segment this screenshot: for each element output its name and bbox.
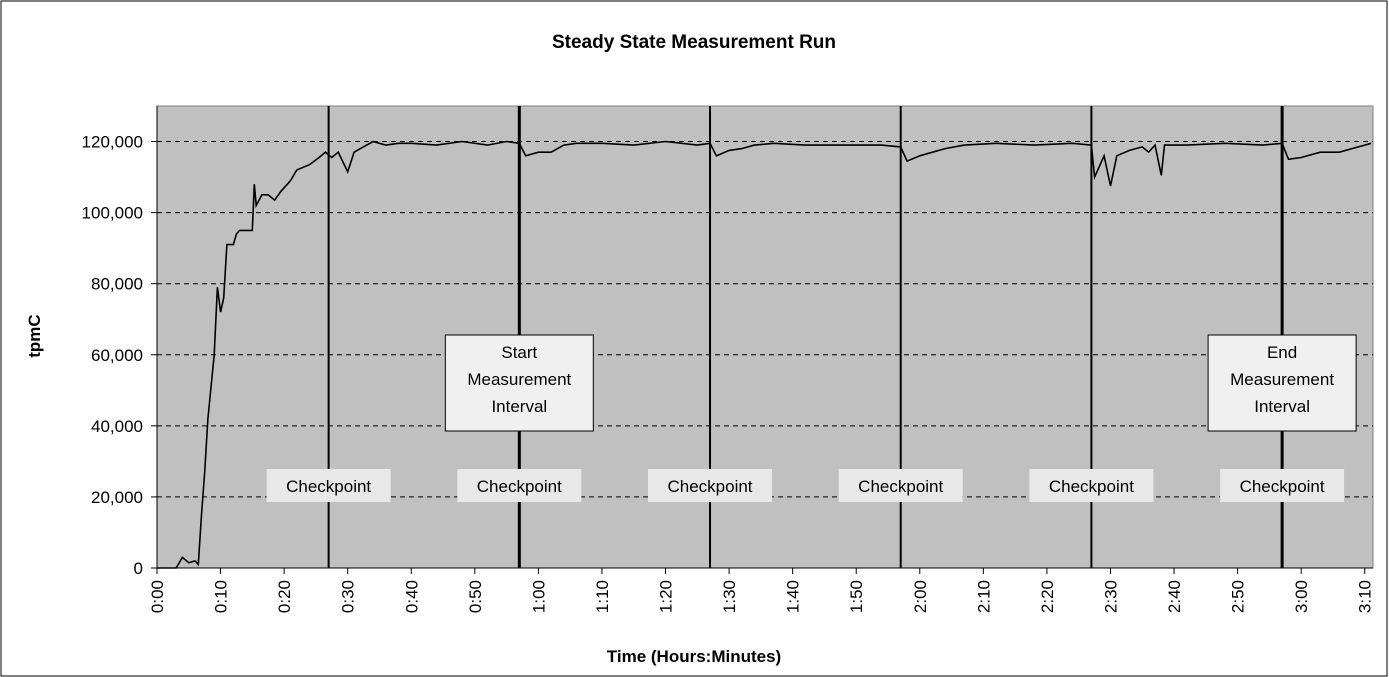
y-tick-label: 100,000 xyxy=(82,204,143,223)
interval-label: Measurement xyxy=(1230,370,1334,389)
checkpoint-label: Checkpoint xyxy=(477,477,562,496)
chart-title: Steady State Measurement Run xyxy=(552,32,836,53)
interval-label: Interval xyxy=(491,397,547,416)
checkpoint-label: Checkpoint xyxy=(667,477,752,496)
x-tick-label: 2:20 xyxy=(1038,580,1057,613)
y-tick-label: 60,000 xyxy=(91,346,143,365)
x-tick-label: 1:30 xyxy=(720,580,739,613)
checkpoint-box xyxy=(648,469,773,502)
x-tick-label: 1:50 xyxy=(847,580,866,613)
x-tick-label: 0:40 xyxy=(402,580,421,613)
x-tick-label: 2:30 xyxy=(1101,580,1120,613)
checkpoint-label: Checkpoint xyxy=(1240,477,1325,496)
x-tick-label: 2:40 xyxy=(1165,580,1184,613)
interval-box xyxy=(444,334,594,432)
checkpoint-box xyxy=(838,469,963,502)
interval-box xyxy=(1207,334,1357,432)
interval-label: Measurement xyxy=(467,370,571,389)
x-tick-label: 3:10 xyxy=(1356,580,1375,613)
data-line xyxy=(157,140,1372,569)
x-tick-label: 0:20 xyxy=(275,580,294,613)
x-tick-label: 1:00 xyxy=(529,580,548,613)
y-tick-label: 20,000 xyxy=(91,488,143,507)
interval-label: End xyxy=(1267,343,1297,362)
y-tick-label: 80,000 xyxy=(91,275,143,294)
x-tick-label: 1:20 xyxy=(657,580,676,613)
x-tick-label: 0:10 xyxy=(212,580,231,613)
x-axis-title: Time (Hours:Minutes) xyxy=(607,647,781,666)
interval-label: Interval xyxy=(1254,397,1310,416)
x-tick-label: 0:00 xyxy=(148,580,167,613)
checkpoint-label: Checkpoint xyxy=(286,477,371,496)
x-tick-label: 1:10 xyxy=(593,580,612,613)
checkpoint-label: Checkpoint xyxy=(1049,477,1134,496)
interval-label: Start xyxy=(501,343,537,362)
y-tick-label: 0 xyxy=(134,559,143,578)
x-tick-label: 0:30 xyxy=(339,580,358,613)
y-tick-label: 40,000 xyxy=(91,417,143,436)
checkpoint-label: Checkpoint xyxy=(858,477,943,496)
x-tick-label: 0:50 xyxy=(466,580,485,613)
x-tick-label: 2:00 xyxy=(911,580,930,613)
x-tick-label: 2:50 xyxy=(1229,580,1248,613)
x-tick-label: 2:10 xyxy=(974,580,993,613)
y-axis-title: tpmC xyxy=(25,314,44,357)
y-tick-label: 120,000 xyxy=(82,133,143,152)
x-tick-label: 1:40 xyxy=(784,580,803,613)
checkpoint-box xyxy=(457,469,582,502)
checkpoint-box xyxy=(266,469,391,502)
checkpoint-box xyxy=(1220,469,1345,502)
checkpoint-box xyxy=(1029,469,1154,502)
x-tick-label: 3:00 xyxy=(1292,580,1311,613)
